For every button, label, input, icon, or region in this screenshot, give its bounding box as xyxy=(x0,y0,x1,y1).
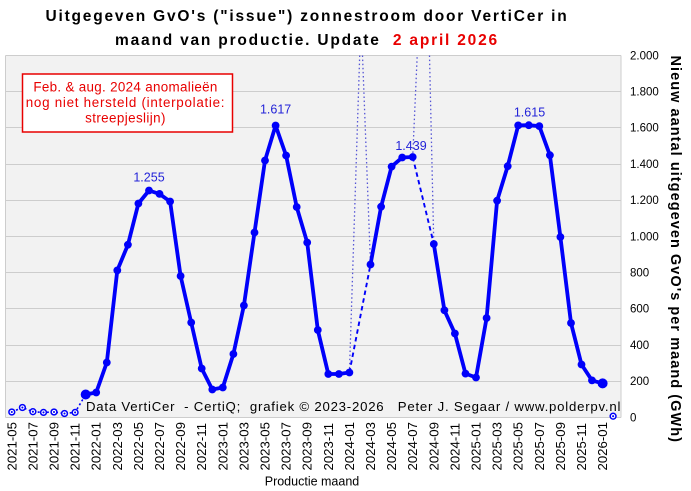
svg-text:2022-07: 2022-07 xyxy=(152,422,167,470)
svg-text:2022-05: 2022-05 xyxy=(131,422,146,470)
svg-text:2025-01: 2025-01 xyxy=(469,422,484,470)
svg-text:maand van productie. Update 2: maand van productie. Update 2 april 2026 xyxy=(115,32,499,49)
svg-text:2024-05: 2024-05 xyxy=(384,422,399,470)
svg-text:2021-05: 2021-05 xyxy=(4,422,19,470)
svg-text:600: 600 xyxy=(630,304,649,316)
svg-text:2025-03: 2025-03 xyxy=(490,422,505,470)
svg-text:200: 200 xyxy=(630,376,649,388)
svg-text:2023-07: 2023-07 xyxy=(279,422,294,470)
svg-text:1.600: 1.600 xyxy=(630,123,659,135)
svg-text:2026-01: 2026-01 xyxy=(595,422,610,470)
svg-text:1.439: 1.439 xyxy=(395,139,426,153)
svg-text:2023-03: 2023-03 xyxy=(236,422,251,470)
svg-text:1.615: 1.615 xyxy=(514,105,545,119)
svg-text:0: 0 xyxy=(630,412,636,424)
svg-text:800: 800 xyxy=(630,268,649,280)
svg-text:2024-09: 2024-09 xyxy=(426,422,441,470)
svg-text:2023-01: 2023-01 xyxy=(215,422,230,470)
svg-text:2023-05: 2023-05 xyxy=(258,422,273,470)
svg-text:Feb. & aug. 2024 anomalieën: Feb. & aug. 2024 anomalieën xyxy=(33,80,217,95)
svg-text:2021-07: 2021-07 xyxy=(25,422,40,470)
svg-text:400: 400 xyxy=(630,340,649,352)
svg-text:2.000: 2.000 xyxy=(630,50,659,62)
svg-text:Uitgegeven GvO's ("issue") zon: Uitgegeven GvO's ("issue") zonnestroom d… xyxy=(45,8,568,25)
svg-text:2022-09: 2022-09 xyxy=(173,422,188,470)
svg-text:2023-11: 2023-11 xyxy=(321,423,336,470)
svg-text:2021-09: 2021-09 xyxy=(47,422,62,470)
svg-text:2021-11: 2021-11 xyxy=(68,423,83,470)
svg-text:2022-01: 2022-01 xyxy=(89,422,104,470)
svg-text:2024-11: 2024-11 xyxy=(447,423,462,470)
svg-text:2025-11: 2025-11 xyxy=(574,423,589,470)
svg-text:1.255: 1.255 xyxy=(133,171,164,185)
svg-text:1.400: 1.400 xyxy=(630,159,659,171)
svg-text:1.200: 1.200 xyxy=(630,195,659,207)
svg-text:2023-09: 2023-09 xyxy=(300,422,315,470)
svg-text:2024-01: 2024-01 xyxy=(342,422,357,470)
svg-text:Data VertiCer - CertiQ; graf: Data VertiCer - CertiQ; grafiek © 2023-2… xyxy=(86,399,621,414)
svg-text:nog niet hersteld (interpolati: nog niet hersteld (interpolatie: xyxy=(26,95,225,110)
svg-text:2022-11: 2022-11 xyxy=(194,423,209,470)
svg-text:Productie maand: Productie maand xyxy=(265,475,360,489)
svg-text:1.800: 1.800 xyxy=(630,87,659,99)
svg-text:1.617: 1.617 xyxy=(260,103,291,117)
svg-text:streepjeslijn): streepjeslijn) xyxy=(85,111,166,126)
svg-text:2024-03: 2024-03 xyxy=(363,422,378,470)
svg-text:2022-03: 2022-03 xyxy=(110,422,125,470)
svg-text:2025-09: 2025-09 xyxy=(553,422,568,470)
svg-text:Nieuw aantal uitgegeven GvO's: Nieuw aantal uitgegeven GvO's per maand … xyxy=(667,56,683,443)
svg-text:2024-07: 2024-07 xyxy=(405,422,420,470)
svg-text:1.000: 1.000 xyxy=(630,231,659,243)
svg-text:2025-07: 2025-07 xyxy=(532,422,547,470)
svg-text:2025-05: 2025-05 xyxy=(511,422,526,470)
